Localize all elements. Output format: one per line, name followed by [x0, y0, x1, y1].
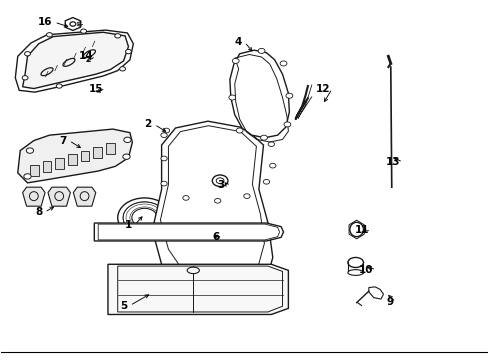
Ellipse shape: [258, 48, 264, 53]
Polygon shape: [368, 287, 383, 299]
Ellipse shape: [183, 195, 189, 200]
Ellipse shape: [269, 163, 275, 168]
Ellipse shape: [46, 33, 52, 37]
Text: 16: 16: [37, 17, 52, 27]
Polygon shape: [42, 161, 51, 172]
Polygon shape: [48, 187, 70, 206]
Text: 14: 14: [79, 51, 93, 61]
Ellipse shape: [24, 51, 30, 56]
Text: 13: 13: [385, 157, 400, 167]
Text: 4: 4: [234, 37, 242, 47]
Polygon shape: [229, 50, 289, 138]
Ellipse shape: [22, 76, 28, 80]
Ellipse shape: [120, 67, 125, 71]
Ellipse shape: [125, 49, 131, 54]
Polygon shape: [30, 165, 39, 176]
Ellipse shape: [123, 137, 131, 143]
Text: 11: 11: [354, 225, 368, 235]
Ellipse shape: [228, 95, 235, 100]
Ellipse shape: [163, 128, 169, 133]
Polygon shape: [18, 129, 132, 183]
Ellipse shape: [263, 180, 269, 184]
Text: 12: 12: [315, 84, 329, 94]
Polygon shape: [22, 187, 45, 206]
Polygon shape: [68, 154, 77, 165]
Ellipse shape: [260, 135, 267, 140]
Polygon shape: [15, 30, 133, 92]
Ellipse shape: [56, 84, 62, 88]
Ellipse shape: [280, 61, 286, 66]
Text: 6: 6: [212, 232, 220, 242]
Polygon shape: [65, 18, 81, 31]
Polygon shape: [55, 158, 64, 168]
Ellipse shape: [132, 208, 157, 227]
Ellipse shape: [24, 174, 31, 179]
Text: 3: 3: [217, 180, 224, 190]
Ellipse shape: [260, 127, 266, 131]
Ellipse shape: [347, 257, 363, 267]
Ellipse shape: [212, 175, 227, 186]
Ellipse shape: [232, 58, 239, 63]
Text: 1: 1: [125, 220, 132, 230]
Polygon shape: [73, 187, 96, 206]
Polygon shape: [106, 143, 115, 154]
Text: 5: 5: [120, 301, 127, 311]
Text: 10: 10: [359, 265, 373, 275]
Ellipse shape: [284, 122, 290, 127]
Ellipse shape: [349, 222, 363, 237]
Ellipse shape: [214, 198, 221, 203]
Ellipse shape: [118, 198, 171, 237]
Ellipse shape: [161, 133, 167, 138]
Text: 9: 9: [386, 297, 392, 307]
Text: 2: 2: [144, 120, 152, 129]
Text: 8: 8: [35, 207, 42, 217]
Ellipse shape: [244, 194, 249, 198]
Ellipse shape: [285, 93, 292, 98]
Polygon shape: [93, 147, 102, 158]
Ellipse shape: [161, 156, 167, 161]
Polygon shape: [152, 121, 272, 305]
Ellipse shape: [347, 270, 363, 275]
Text: 15: 15: [88, 84, 103, 94]
Polygon shape: [22, 32, 128, 89]
Polygon shape: [94, 223, 283, 241]
Ellipse shape: [115, 34, 121, 38]
Ellipse shape: [236, 128, 243, 133]
Ellipse shape: [161, 181, 167, 186]
Polygon shape: [81, 150, 89, 161]
Ellipse shape: [187, 267, 199, 274]
Text: 7: 7: [59, 136, 66, 145]
Ellipse shape: [81, 29, 86, 33]
Ellipse shape: [267, 142, 274, 147]
Polygon shape: [108, 264, 288, 315]
Ellipse shape: [122, 154, 130, 159]
Ellipse shape: [26, 148, 34, 153]
